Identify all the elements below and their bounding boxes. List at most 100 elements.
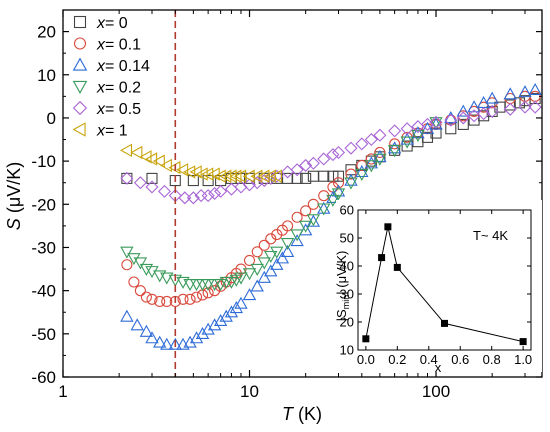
data-point (344, 141, 358, 155)
data-point (270, 246, 284, 259)
inset-x-tick-label: 0.2 (388, 352, 406, 367)
data-point (195, 167, 208, 181)
inset-line (365, 226, 524, 343)
data-point (250, 263, 264, 276)
data-point (120, 246, 134, 259)
inset-background (336, 200, 542, 372)
inset-y-tick-label: 30 (340, 287, 354, 302)
data-point (327, 170, 339, 182)
data-point (298, 220, 313, 233)
data-point (364, 133, 378, 147)
data-point (528, 82, 542, 96)
data-point (127, 253, 141, 266)
data-point (485, 104, 499, 118)
y-tick-label: 0 (47, 109, 56, 128)
y-axis-title: S (μV/K) (4, 162, 24, 230)
data-point (152, 154, 165, 168)
data-point (186, 191, 200, 205)
data-point (290, 234, 304, 247)
data-point (389, 138, 401, 150)
data-point (146, 172, 158, 184)
data-point (234, 296, 248, 309)
legend-marker (73, 15, 87, 29)
data-point (201, 167, 214, 181)
data-point (467, 100, 481, 113)
data-point (257, 270, 271, 283)
data-point (257, 169, 270, 183)
legend-marker (73, 37, 87, 50)
inset-data-point (362, 335, 370, 343)
data-point (344, 177, 358, 190)
data-point (145, 180, 159, 194)
data-point (157, 184, 172, 198)
data-point (250, 176, 264, 190)
data-point (242, 288, 257, 301)
data-point (318, 170, 330, 182)
data-point (518, 85, 532, 98)
data-point (120, 309, 134, 322)
data-point (250, 169, 263, 183)
inset-data-point (384, 223, 392, 231)
data-point (139, 263, 154, 276)
data-point (146, 293, 158, 305)
data-point (184, 293, 196, 305)
data-point (345, 168, 357, 180)
data-point (280, 238, 295, 251)
inset-x-tick-label: 0.8 (483, 352, 501, 367)
legend-marker (72, 57, 88, 71)
data-point (456, 111, 470, 125)
data-point (456, 104, 470, 117)
legend-item: x= 0.5 (72, 100, 141, 118)
data-point (153, 335, 167, 348)
data-point (219, 309, 233, 322)
data-point (183, 279, 197, 292)
data-point (291, 211, 303, 223)
legend-item: x= 0.2 (72, 80, 141, 97)
data-point (355, 168, 369, 181)
data-point (208, 186, 222, 201)
data-point (503, 87, 517, 100)
data-point (195, 326, 210, 339)
data-point (177, 293, 189, 305)
data-point (364, 156, 379, 169)
data-point (326, 190, 340, 203)
legend-label: x= 0.2 (96, 80, 141, 97)
inset-x-tick-label: 0.0 (357, 352, 375, 367)
data-point (140, 291, 152, 303)
series-3 (120, 117, 443, 292)
series-2 (120, 82, 542, 350)
data-point (201, 279, 215, 292)
x-tick-label: 1 (58, 382, 67, 401)
legend: x= 0 x= 0.1 x= 0.14 x= 0.2 x= 0.5 x= 1 (72, 15, 150, 140)
data-point (326, 148, 340, 162)
data-point (250, 279, 264, 292)
inset-data-point (441, 319, 448, 327)
data-point (503, 102, 517, 116)
data-point (242, 178, 257, 192)
data-point (300, 172, 312, 184)
y-tick-label: -60 (31, 368, 56, 387)
inset-x-tick-label: 1.0 (514, 352, 532, 367)
data-point (270, 169, 284, 183)
data-point (264, 250, 278, 263)
inset-annotation: T~ 4K (473, 228, 508, 243)
data-point (374, 146, 386, 159)
legend-item: x= 0.14 (72, 57, 150, 75)
data-point (201, 322, 215, 335)
legend-label: x= 0 (96, 15, 128, 32)
data-point (290, 229, 304, 242)
y-tick-label: 10 (37, 66, 56, 85)
data-point (130, 145, 143, 160)
data-point (355, 165, 369, 178)
data-point (145, 331, 159, 344)
legend-label: x= 0.1 (96, 37, 141, 54)
main-data-layer (119, 82, 542, 350)
data-point (400, 136, 414, 149)
inset-plot: 10 20 30 40 50 60 0.0 0.2 0.4 0.6 0.8 1.0 T~ 4K x |… (334, 200, 542, 375)
legend-label: x= 0.14 (96, 58, 150, 75)
data-point (332, 177, 345, 189)
inset-x-axis-title: x (435, 360, 442, 375)
data-point (317, 201, 331, 214)
data-point (299, 158, 313, 172)
